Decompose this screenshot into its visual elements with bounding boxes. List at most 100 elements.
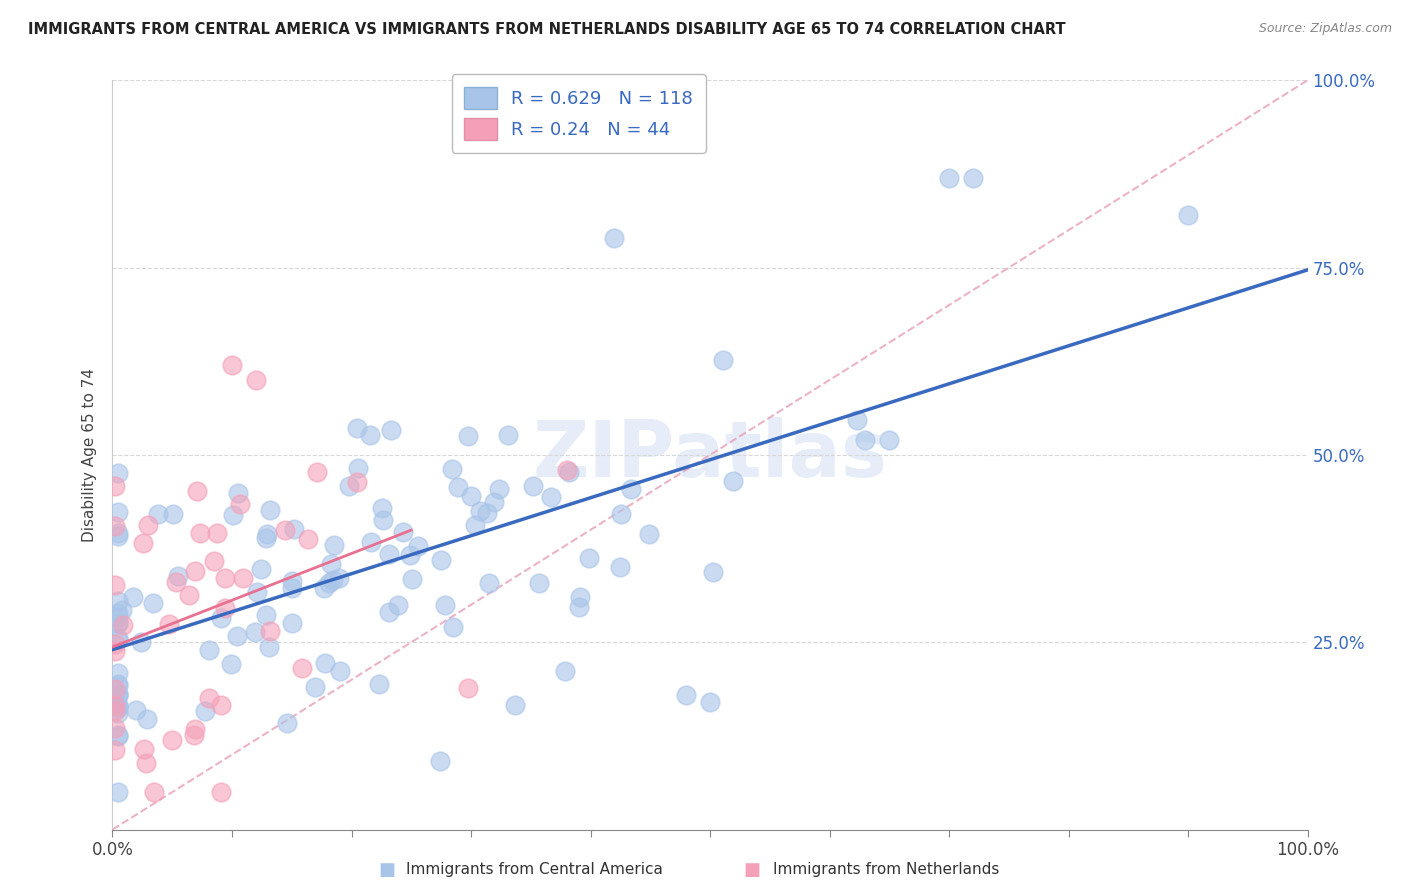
Point <box>107 785 129 799</box>
Point <box>104 637 127 651</box>
Point <box>198 690 221 705</box>
Point <box>107 687 129 701</box>
Point <box>194 704 217 718</box>
Point <box>503 698 526 712</box>
Text: IMMIGRANTS FROM CENTRAL AMERICA VS IMMIGRANTS FROM NETHERLANDS DISABILITY AGE 65: IMMIGRANTS FROM CENTRAL AMERICA VS IMMIG… <box>28 22 1066 37</box>
Point <box>254 608 277 623</box>
Point <box>578 551 600 566</box>
Point <box>281 574 304 589</box>
Point <box>107 698 129 713</box>
Point <box>104 704 127 718</box>
Point <box>283 522 305 536</box>
Point <box>855 433 877 447</box>
Point <box>232 571 254 585</box>
Point <box>184 722 207 736</box>
Point <box>457 681 479 695</box>
Point <box>107 616 129 631</box>
Point <box>337 479 360 493</box>
Point <box>202 554 225 568</box>
Point <box>713 352 735 367</box>
Point <box>323 538 346 552</box>
Point <box>254 531 277 545</box>
Point <box>568 599 591 614</box>
Point <box>304 680 326 694</box>
Point <box>162 507 184 521</box>
Point <box>186 484 208 499</box>
Point <box>209 785 232 799</box>
Point <box>104 479 127 493</box>
Point <box>441 620 464 634</box>
Point <box>243 625 266 640</box>
Text: Source: ZipAtlas.com: Source: ZipAtlas.com <box>1258 22 1392 36</box>
Point <box>214 600 236 615</box>
Point <box>229 497 252 511</box>
Point <box>143 785 166 799</box>
Point <box>879 433 901 447</box>
Point <box>540 491 562 505</box>
Point <box>475 506 498 520</box>
Point <box>246 585 269 599</box>
Point <box>314 657 336 671</box>
Point <box>157 617 180 632</box>
Point <box>522 479 544 493</box>
Point <box>460 489 482 503</box>
Point <box>430 553 453 567</box>
Point <box>318 576 340 591</box>
Point <box>380 423 402 437</box>
Point <box>225 629 247 643</box>
Point <box>297 532 319 546</box>
Point <box>221 358 243 372</box>
Point <box>555 463 578 477</box>
Point <box>406 539 429 553</box>
Point <box>359 427 381 442</box>
Point <box>107 728 129 742</box>
Point <box>107 529 129 543</box>
Point <box>107 729 129 743</box>
Point <box>434 599 457 613</box>
Point <box>675 688 697 702</box>
Point <box>219 657 242 672</box>
Point <box>938 170 960 185</box>
Point <box>184 564 207 578</box>
Point <box>209 611 232 625</box>
Point <box>107 505 129 519</box>
Point <box>699 695 721 709</box>
Point <box>111 603 134 617</box>
Point <box>276 715 298 730</box>
Point <box>440 461 463 475</box>
Point <box>136 518 159 533</box>
Point <box>554 664 576 678</box>
Point <box>104 577 127 591</box>
Point <box>346 421 368 435</box>
Point <box>104 519 127 533</box>
Point <box>721 474 744 488</box>
Point <box>165 575 187 590</box>
Point <box>107 609 129 624</box>
Point <box>162 732 183 747</box>
Point <box>259 624 281 638</box>
Point <box>111 618 134 632</box>
Point <box>527 576 550 591</box>
Point <box>197 643 219 657</box>
Point <box>378 548 401 562</box>
Point <box>257 640 280 654</box>
Point <box>107 698 129 712</box>
Point <box>104 698 127 712</box>
Point <box>962 170 984 185</box>
Point <box>568 591 591 605</box>
Point <box>846 413 869 427</box>
Text: Immigrants from Netherlands: Immigrants from Netherlands <box>772 863 1000 877</box>
Point <box>468 504 491 518</box>
Point <box>107 632 129 647</box>
Point <box>131 635 153 649</box>
Point <box>135 756 157 770</box>
Point <box>107 687 129 701</box>
Point <box>307 466 329 480</box>
Legend: R = 0.629   N = 118, R = 0.24   N = 44: R = 0.629 N = 118, R = 0.24 N = 44 <box>451 74 706 153</box>
Text: Immigrants from Central America: Immigrants from Central America <box>406 863 662 877</box>
Point <box>478 576 501 591</box>
Point <box>107 689 129 703</box>
Point <box>207 525 229 540</box>
Point <box>134 742 156 756</box>
Point <box>291 661 314 675</box>
